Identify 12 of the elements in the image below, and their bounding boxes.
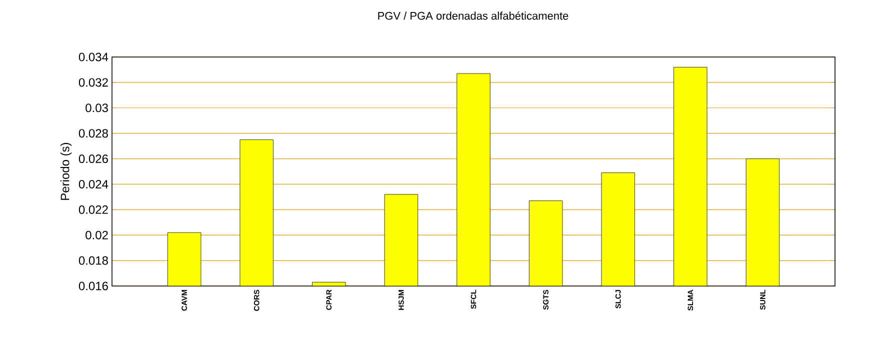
y-tick-label: 0.018 xyxy=(78,256,108,265)
chart-title: PGV / PGA ordenadas alfabéticamente xyxy=(378,12,568,20)
y-tick-label: 0.022 xyxy=(78,205,108,214)
y-tick-label: 0.032 xyxy=(78,78,108,87)
y-tick-label: 0.02 xyxy=(86,230,108,240)
y-tick-label: 0.03 xyxy=(86,104,108,112)
y-axis-title: Periodo (s) xyxy=(60,142,72,200)
y-tick-label: 0.024 xyxy=(78,180,108,188)
y-tick-label: 0.016 xyxy=(78,282,108,290)
y-tick-label: 0.034 xyxy=(78,52,108,62)
y-tick-label: 0.026 xyxy=(78,154,108,164)
y-tick-label: 0.028 xyxy=(78,129,108,138)
